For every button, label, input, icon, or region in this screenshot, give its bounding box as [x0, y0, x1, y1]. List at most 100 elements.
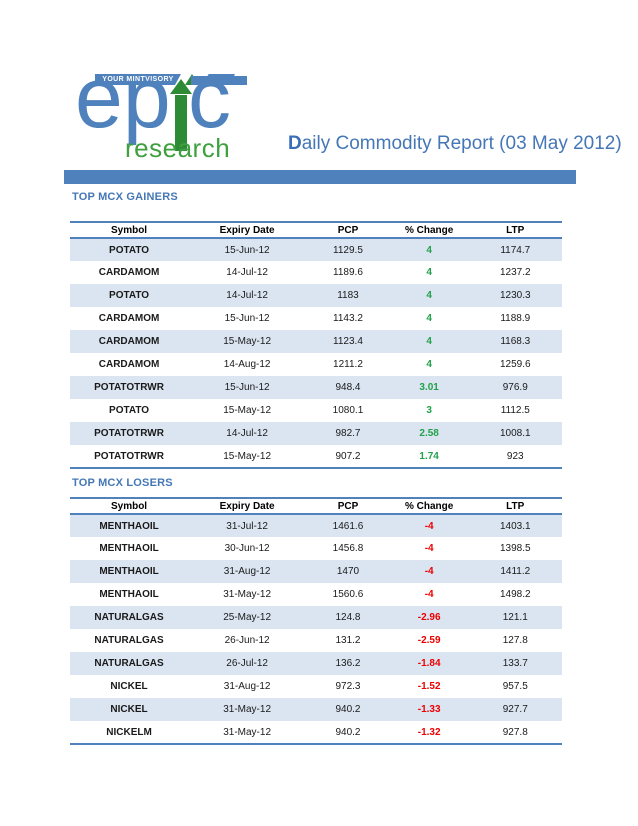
losers-table-container: Symbol Expiry Date PCP% Change LTP MENTHAOIL…	[70, 497, 562, 745]
column-header: % Change	[389, 498, 469, 515]
symbol-cell: CARDAMOM	[98, 336, 160, 347]
value-cell: 940.2	[335, 704, 361, 715]
value-cell: 124.8	[335, 612, 361, 623]
value-cell: 15-May-12	[223, 450, 272, 462]
percent-change-cell: 4	[426, 359, 432, 370]
percent-change-cell: -1.84	[417, 658, 441, 669]
percent-change-cell: -2.96	[417, 612, 441, 623]
symbol-cell: POTATO	[109, 290, 150, 301]
value-cell: 121.1	[502, 612, 528, 623]
column-header: Expiry Date	[188, 222, 307, 239]
table-row: NATURALGAS 26-Jun-12 131.2 -2.59 127.8	[70, 629, 562, 652]
value-cell: 1143.2	[333, 313, 363, 324]
value-cell: 31-May-12	[223, 726, 272, 738]
value-cell: 136.2	[335, 658, 361, 669]
value-cell: 1123.4	[333, 336, 363, 347]
table-header-row: Symbol Expiry Date PCP% Change LTP	[70, 222, 562, 239]
symbol-cell: NICKEL	[110, 681, 148, 692]
value-cell: 1560.6	[332, 589, 364, 600]
value-cell: 976.9	[502, 382, 528, 393]
gainers-table-container: Symbol Expiry Date PCP% Change LTP POTATO 15-…	[70, 221, 562, 469]
percent-change-cell: -1.52	[417, 681, 441, 692]
percent-change-cell: -1.32	[417, 726, 441, 738]
tagline-text: YOUR MINTVISORY	[102, 76, 174, 83]
value-cell: 1461.6	[332, 520, 364, 532]
percent-change-cell: 4	[426, 244, 432, 256]
symbol-cell: POTATOTRWR	[94, 450, 164, 462]
value-cell: 14-Jul-12	[226, 290, 268, 301]
symbol-cell: NATURALGAS	[94, 612, 164, 623]
table-row: POTATOTRWR 15-Jun-12 948.4 3.01 976.9	[70, 376, 562, 399]
value-cell: 31-May-12	[223, 704, 272, 715]
column-header: PCP	[306, 222, 390, 239]
table-row: MENTHAOIL 30-Jun-12 1456.8 -4 1398.5	[70, 537, 562, 560]
column-header: Symbol	[70, 498, 189, 515]
value-cell: 1470	[336, 566, 360, 577]
epic-research-logo: YOUR MINTVISORY ep c research	[75, 55, 270, 167]
value-cell: 1188.9	[500, 313, 531, 324]
report-title-rest: aily Commodity Report (03 May 2012)	[301, 133, 622, 154]
value-cell: 1411.2	[500, 566, 531, 577]
value-cell: 1008.1	[499, 428, 531, 439]
gainers-table: Symbol Expiry Date PCP% Change LTP POTATO 15-…	[70, 221, 562, 469]
brand-text-research: research	[125, 133, 231, 163]
symbol-cell: MENTHAOIL	[99, 520, 159, 532]
section-heading-losers: TOP MCX LOSERS	[72, 477, 173, 489]
symbol-cell: CARDAMOM	[98, 313, 160, 324]
column-header: Expiry Date	[188, 498, 307, 515]
symbol-cell: MENTHAOIL	[99, 589, 159, 600]
table-row: POTATO 15-May-12 1080.1 3 1112.5	[70, 399, 562, 422]
losers-table: Symbol Expiry Date PCP% Change LTP MENTHAOIL…	[70, 497, 562, 745]
table-row: POTATO 15-Jun-12 1129.5 4 1174.7	[70, 238, 562, 261]
value-cell: 15-Jun-12	[224, 244, 270, 256]
percent-change-cell: 4	[426, 290, 432, 301]
table-row: CARDAMOM 14-Aug-12 1211.2 4 1259.6	[70, 353, 562, 376]
value-cell: 15-Jun-12	[224, 313, 270, 324]
symbol-cell: CARDAMOM	[98, 267, 160, 278]
table-header-row: Symbol Expiry Date PCP% Change LTP	[70, 498, 562, 515]
value-cell: 26-Jul-12	[226, 658, 268, 669]
table-row: NICKEL 31-Aug-12 972.3 -1.52 957.5	[70, 675, 562, 698]
value-cell: 15-May-12	[223, 405, 272, 416]
value-cell: 1129.5	[333, 244, 363, 256]
report-title-lead: D	[288, 133, 302, 154]
brand-text-c: c	[188, 50, 231, 146]
table-row: MENTHAOIL 31-May-12 1560.6 -4 1498.2	[70, 583, 562, 606]
value-cell: 1168.3	[500, 336, 531, 347]
value-cell: 1080.1	[332, 405, 364, 416]
table-row: CARDAMOM 14-Jul-12 1189.6 4 1237.2	[70, 261, 562, 284]
column-header: % Change	[389, 222, 469, 239]
value-cell: 25-May-12	[223, 612, 272, 623]
value-cell: 14-Jul-12	[226, 428, 268, 439]
value-cell: 1230.3	[499, 290, 531, 301]
value-cell: 1189.6	[333, 267, 363, 278]
value-cell: 26-Jun-12	[224, 635, 270, 646]
symbol-cell: NATURALGAS	[94, 658, 164, 669]
table-row: POTATO 14-Jul-12 1183 4 1230.3	[70, 284, 562, 307]
table-row: POTATOTRWR 15-May-12 907.2 1.74 923	[70, 445, 562, 468]
value-cell: 15-Jun-12	[224, 382, 270, 393]
symbol-cell: POTATO	[109, 405, 150, 416]
value-cell: 1112.5	[500, 405, 530, 416]
table-row: NATURALGAS 25-May-12 124.8 -2.96 121.1	[70, 606, 562, 629]
value-cell: 30-Jun-12	[224, 543, 270, 554]
value-cell: 1403.1	[499, 520, 531, 532]
table-row: POTATOTRWR 14-Jul-12 982.7 2.58 1008.1	[70, 422, 562, 445]
symbol-cell: POTATOTRWR	[94, 428, 164, 439]
brand-i-stem	[175, 95, 187, 151]
percent-change-cell: 4	[426, 336, 432, 347]
value-cell: 15-May-12	[223, 336, 272, 347]
value-cell: 1456.8	[332, 543, 364, 554]
symbol-cell: MENTHAOIL	[99, 543, 159, 554]
value-cell: 133.7	[502, 658, 528, 669]
column-header: Symbol	[70, 222, 189, 239]
report-title: Daily Commodity Report (03 May 2012)	[288, 133, 622, 155]
percent-change-cell: 1.74	[419, 450, 439, 462]
symbol-cell: POTATOTRWR	[94, 382, 164, 393]
table-row: MENTHAOIL 31-Aug-12 1470 -4 1411.2	[70, 560, 562, 583]
value-cell: 131.2	[335, 635, 361, 646]
table-row: NICKEL 31-May-12 940.2 -1.33 927.7	[70, 698, 562, 721]
value-cell: 1498.2	[499, 589, 531, 600]
brand-text-ep: ep	[75, 50, 171, 146]
